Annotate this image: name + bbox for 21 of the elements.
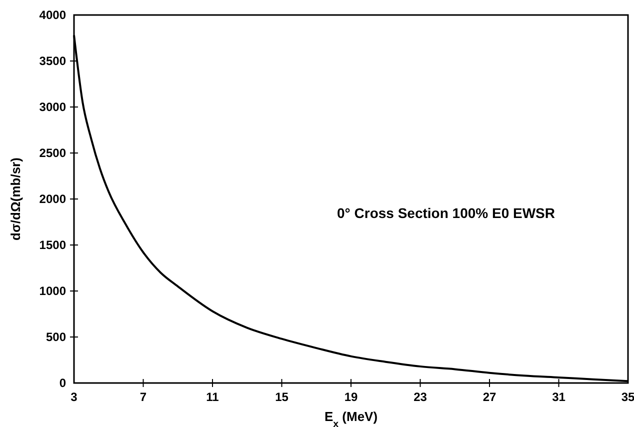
x-tick-label: 3 (70, 390, 78, 404)
x-tick-label: 27 (482, 390, 496, 404)
annotation: 0° Cross Section 100% E0 EWSR (336, 205, 556, 221)
y-tick-label: 4000 (39, 8, 66, 22)
y-tick-label: 3000 (39, 100, 66, 114)
x-tick-label: 11 (206, 390, 220, 404)
y-tick-label: 3500 (39, 54, 66, 68)
x-tick-label: 7 (140, 390, 147, 404)
x-tick-label: 31 (552, 390, 566, 404)
x-tick-label: 23 (414, 390, 428, 404)
y-tick-label: 1000 (39, 284, 66, 298)
x-tick-label: 19 (344, 390, 358, 404)
y-axis-title: dσ/dΩ(mb/sr) (8, 158, 23, 240)
x-axis-title: E$_{x}$ (MeV) (324, 409, 378, 427)
y-tick-label: 2000 (39, 192, 66, 206)
y-tick-label: 500 (46, 330, 66, 344)
x-tick-label: 35 (621, 390, 634, 404)
y-tick-label: 2500 (39, 146, 66, 160)
x-tick-label: 15 (275, 390, 289, 404)
y-tick-label: 1500 (39, 238, 66, 252)
y-tick-label: 0 (59, 376, 66, 390)
